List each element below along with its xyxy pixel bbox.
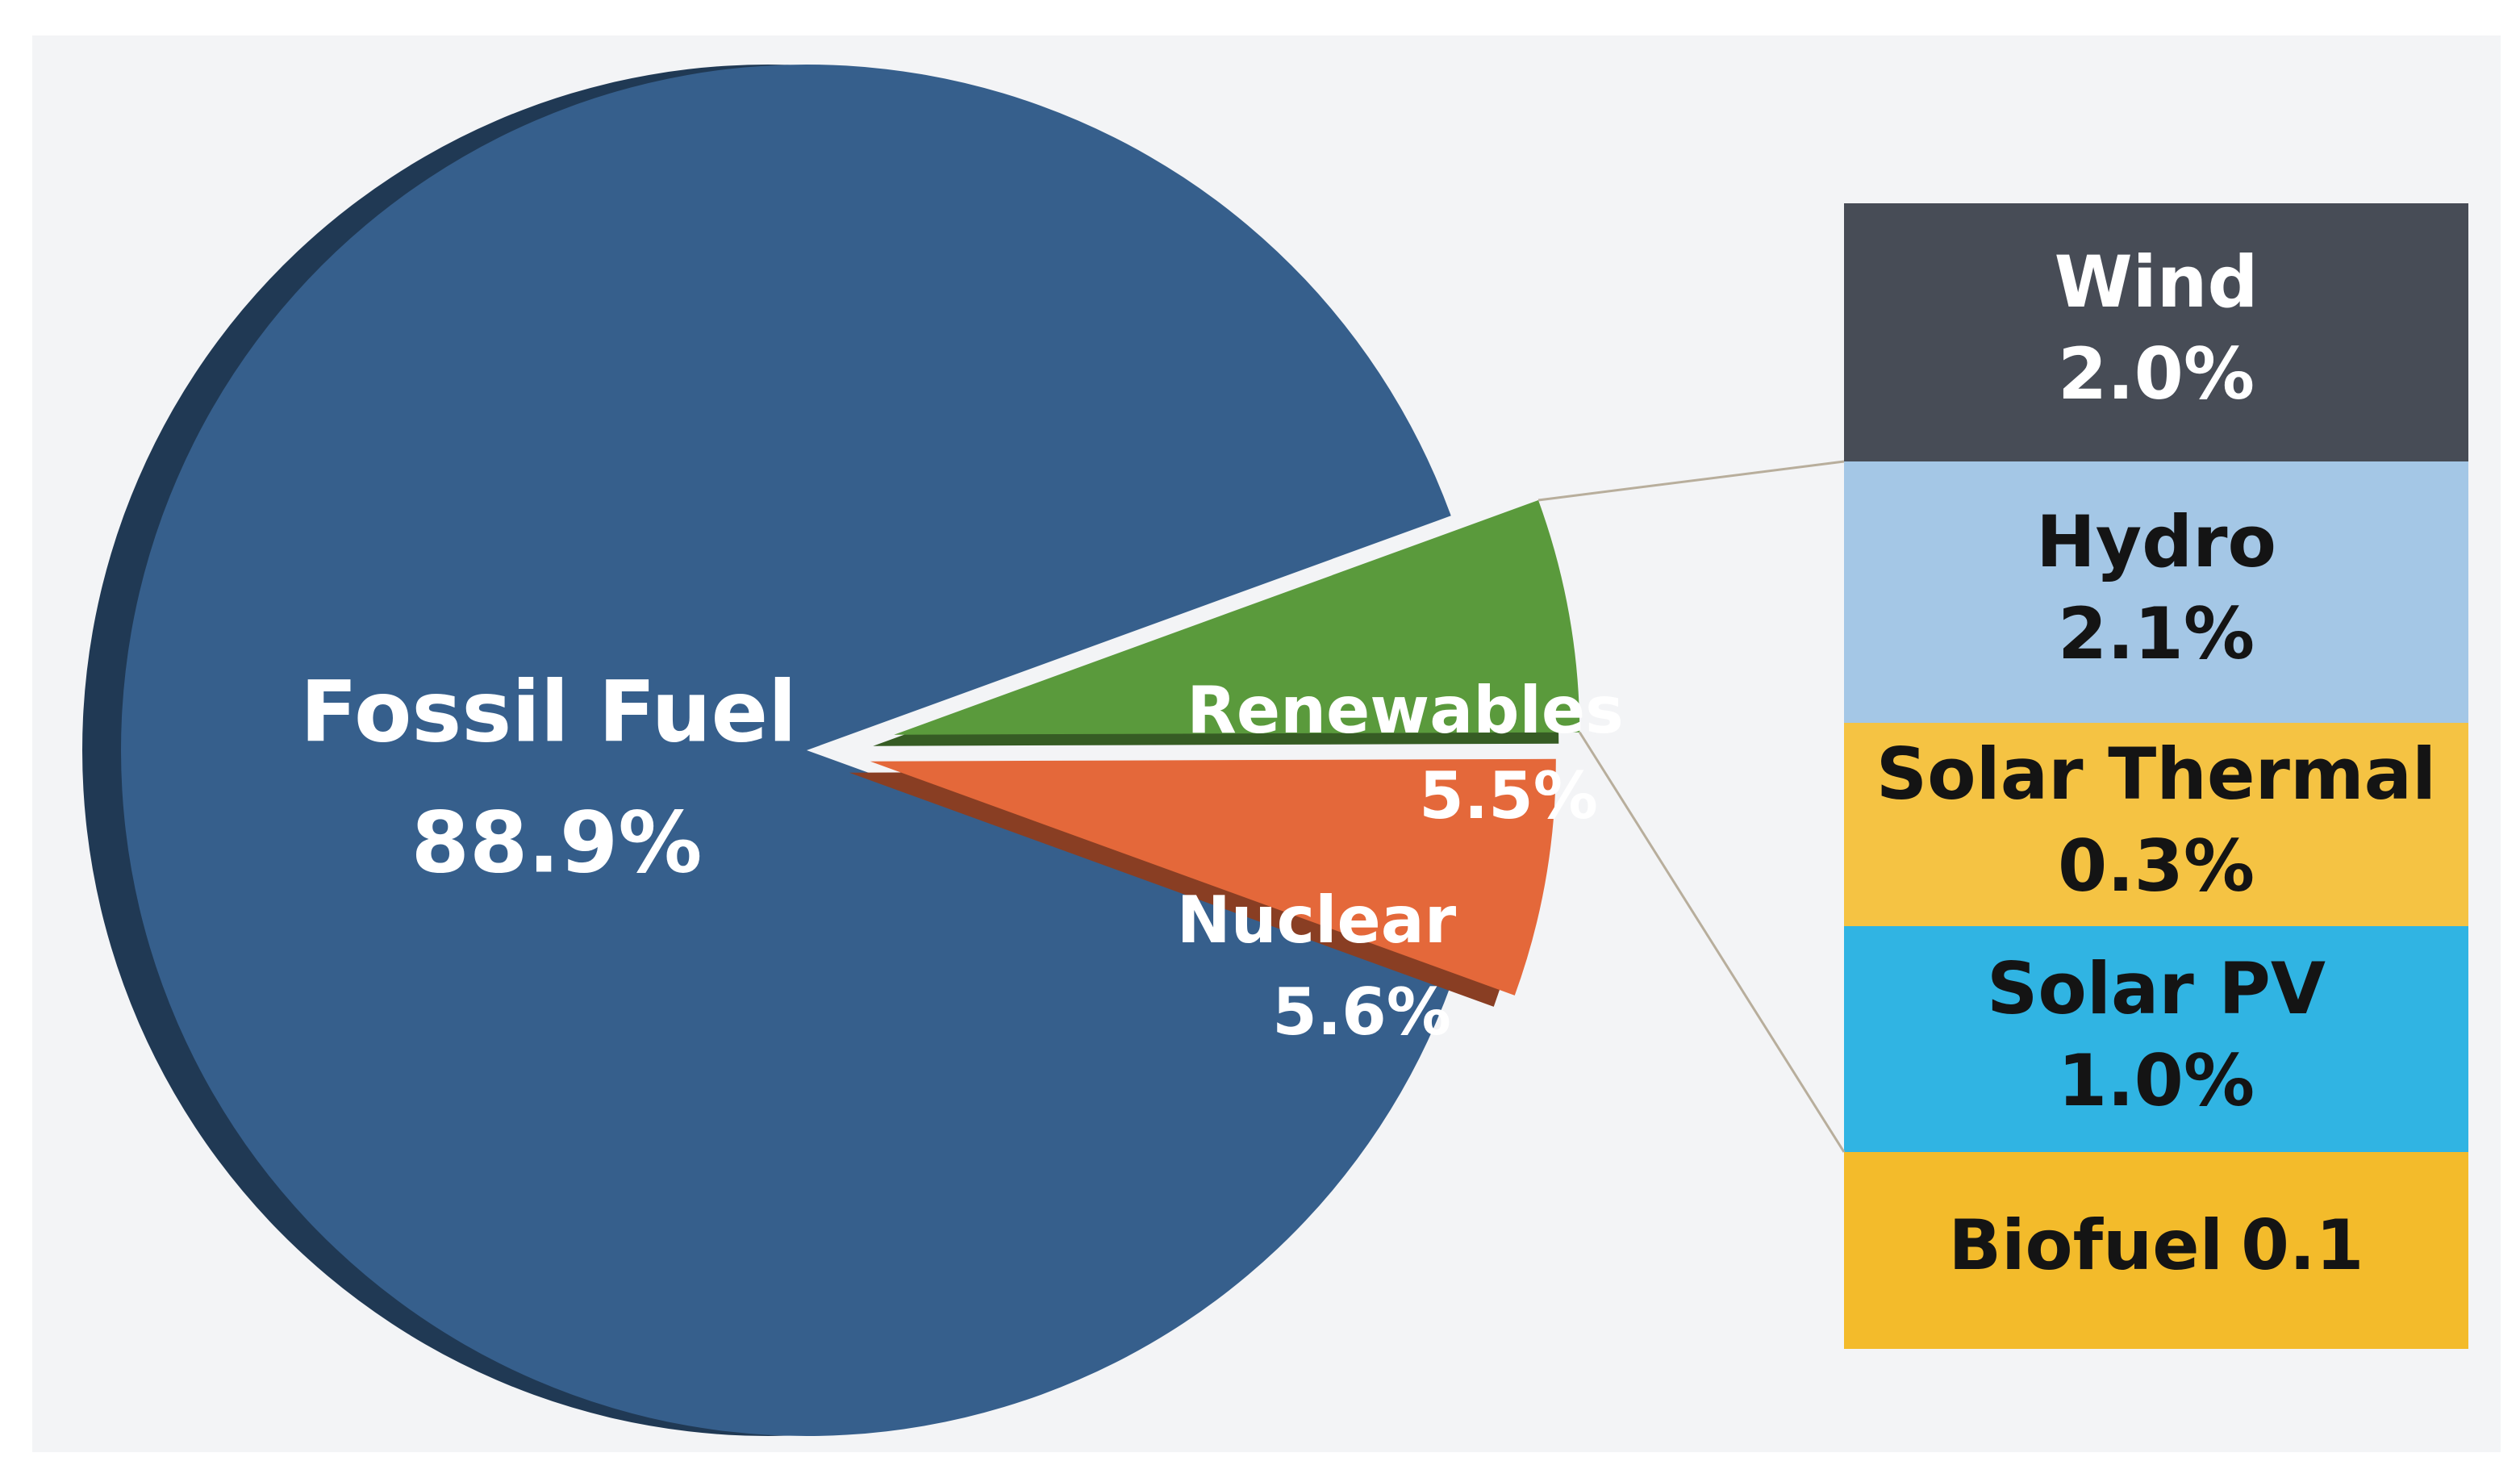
pie-slice	[894, 499, 1580, 735]
bar-segment	[1844, 461, 2468, 723]
bar-segment	[1844, 926, 2468, 1152]
slice-value-label: 5.5%	[1419, 758, 1598, 833]
segment-value-label: 0.1	[2241, 1205, 2364, 1286]
slice-value-label: 88.9%	[411, 793, 703, 891]
segment-category: Solar Thermal	[1876, 733, 2436, 816]
slice-label: Nuclear	[1177, 883, 1457, 958]
bar-segment	[1844, 723, 2468, 926]
connector-line	[1537, 460, 1845, 502]
segment-category: Hydro	[2036, 500, 2276, 583]
segment-label: Biofuel 0.1	[1949, 1205, 2364, 1286]
segment-category: Wind	[2055, 240, 2259, 324]
slice-value-label: 5.6%	[1272, 975, 1451, 1050]
segment-category: Biofuel	[1949, 1205, 2224, 1286]
segment-value-label: 1.0%	[2058, 1039, 2255, 1122]
segment-category: Solar PV	[1987, 947, 2326, 1030]
segment-value-label: 2.1%	[2058, 592, 2255, 675]
connector-line	[1579, 731, 1846, 1153]
slice-label: Renewables	[1187, 673, 1624, 748]
segment-value-label: 0.3%	[2058, 824, 2255, 908]
slice-label: Fossil Fuel	[300, 662, 797, 761]
bar-segment	[1844, 203, 2468, 461]
segment-value-label: 2.0%	[2058, 332, 2255, 415]
pie-slice	[121, 64, 1451, 1436]
bar-segment	[1844, 1152, 2468, 1349]
pie-slice	[870, 758, 1556, 996]
